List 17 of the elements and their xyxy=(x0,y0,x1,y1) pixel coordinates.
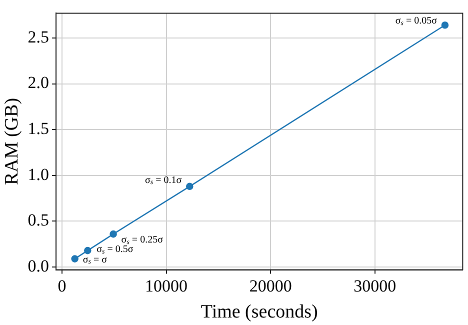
x-tick-label: 0 xyxy=(58,276,66,296)
x-tick-label: 30000 xyxy=(354,276,396,296)
x-tick-label: 20000 xyxy=(249,276,292,296)
point xyxy=(110,230,117,238)
point xyxy=(84,246,92,254)
y-tick-label: 0.0 xyxy=(28,256,50,276)
y-tick-label: 2.5 xyxy=(28,27,50,46)
point xyxy=(186,182,194,190)
y-tick-label: 1.0 xyxy=(28,164,50,184)
y-tick-label: 2.0 xyxy=(28,73,50,92)
x-axis-title: Time (seconds) xyxy=(200,302,318,323)
y-axis-title: RAM (GB) xyxy=(1,98,22,186)
y-tick-label: 1.5 xyxy=(28,119,50,138)
x-tick-label: 10000 xyxy=(145,276,188,296)
point xyxy=(71,255,78,262)
y-tick-label: 0.5 xyxy=(28,210,50,230)
point xyxy=(441,21,449,29)
